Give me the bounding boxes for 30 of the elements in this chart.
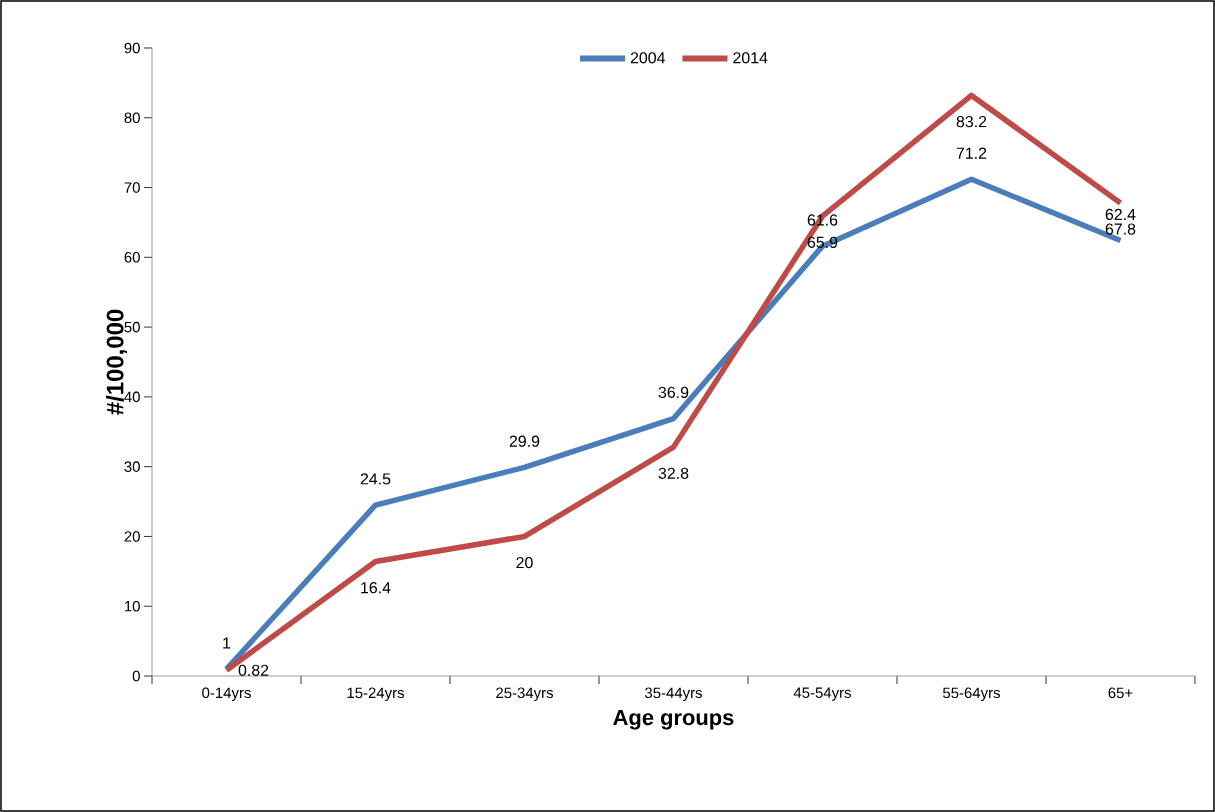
- x-tick-label: 45-54yrs: [793, 687, 851, 701]
- y-tick-label: 80: [124, 112, 140, 124]
- data-label: 67.8: [1105, 223, 1136, 235]
- data-label: 36.9: [658, 386, 689, 398]
- data-label: 29.9: [509, 435, 540, 447]
- legend-label: 2014: [733, 52, 768, 64]
- y-tick-label: 70: [124, 182, 140, 193]
- y-tick-label: 90: [124, 42, 140, 54]
- data-label: 16.4: [361, 582, 391, 594]
- x-tick-label: 0-14yrs: [202, 687, 251, 702]
- x-tick-label: 55-64yrs: [942, 687, 1000, 702]
- x-tick-label: 25-34yrs: [496, 687, 553, 702]
- data-label: 0.82: [238, 664, 269, 676]
- legend-label: 2004: [630, 52, 666, 64]
- data-label: 1: [223, 637, 231, 649]
- x-axis-title: Age groups: [613, 709, 734, 730]
- y-tick-label: 0: [132, 670, 140, 682]
- y-tick-label: 20: [124, 531, 140, 542]
- data-label: 71.2: [956, 147, 987, 159]
- data-label: 83.2: [956, 115, 987, 128]
- data-label: 32.8: [658, 467, 689, 479]
- x-tick-label: 35-44yrs: [644, 687, 702, 702]
- y-tick-label: 30: [124, 461, 140, 472]
- x-tick-label: 65+: [1108, 687, 1133, 699]
- data-label: 24.5: [360, 473, 391, 485]
- data-label: 62.4: [1105, 208, 1136, 221]
- data-label: 20: [516, 556, 533, 569]
- y-tick-label: 60: [124, 252, 140, 263]
- x-tick-label: 15-24yrs: [347, 687, 404, 702]
- y-tick-label: 10: [125, 600, 140, 612]
